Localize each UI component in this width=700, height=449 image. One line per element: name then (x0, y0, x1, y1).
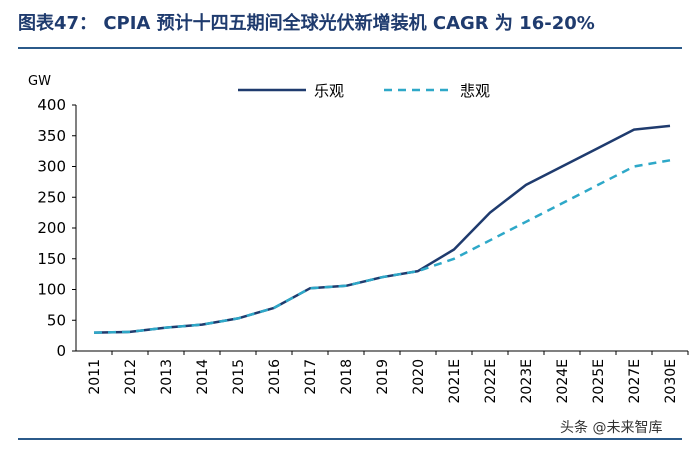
x-tick-label: 2022E (483, 359, 499, 403)
y-tick-label: 200 (37, 219, 66, 237)
title-rule (18, 47, 682, 49)
x-tick-label: 2020 (411, 359, 427, 395)
x-tick-label: 2030E (663, 359, 679, 403)
legend-label: 乐观 (314, 82, 344, 100)
x-tick-label: 2013 (159, 359, 175, 395)
x-tick-label: 2018 (339, 359, 355, 395)
y-axis-unit: GW (28, 74, 51, 89)
x-tick-label: 2012 (123, 359, 139, 395)
chart-title: 图表47： CPIA 预计十四五期间全球光伏新增装机 CAGR 为 16-20% (18, 13, 595, 34)
x-tick-label: 2025E (591, 359, 607, 403)
legend-label: 悲观 (460, 82, 490, 100)
x-tick-label: 2027E (627, 359, 643, 403)
y-tick-label: 250 (37, 188, 66, 206)
series-pessimistic-line (93, 159, 671, 334)
y-tick-label: 400 (37, 96, 66, 114)
x-tick-label: 2011 (87, 359, 103, 395)
watermark: 头条 @未来智库 (556, 417, 667, 437)
x-tick-label: 2015 (231, 359, 247, 395)
x-tick-label: 2016 (267, 359, 283, 395)
y-tick-label: 300 (37, 158, 66, 176)
bottom-rule (18, 438, 682, 440)
x-tick-label: 2019 (375, 359, 391, 395)
x-tick-label: 2024E (555, 359, 571, 403)
x-tick-label: 2017 (303, 359, 319, 395)
y-tick-label: 50 (47, 311, 66, 329)
y-tick-label: 100 (37, 281, 66, 299)
x-tick-label: 2014 (195, 359, 211, 395)
x-tick-label: 2023E (519, 359, 535, 403)
y-tick-label: 150 (37, 250, 66, 268)
y-tick-label: 0 (56, 342, 66, 360)
series-optimistic-line (93, 124, 671, 334)
y-tick-label: 350 (37, 127, 66, 145)
x-tick-label: 2021E (447, 359, 463, 403)
